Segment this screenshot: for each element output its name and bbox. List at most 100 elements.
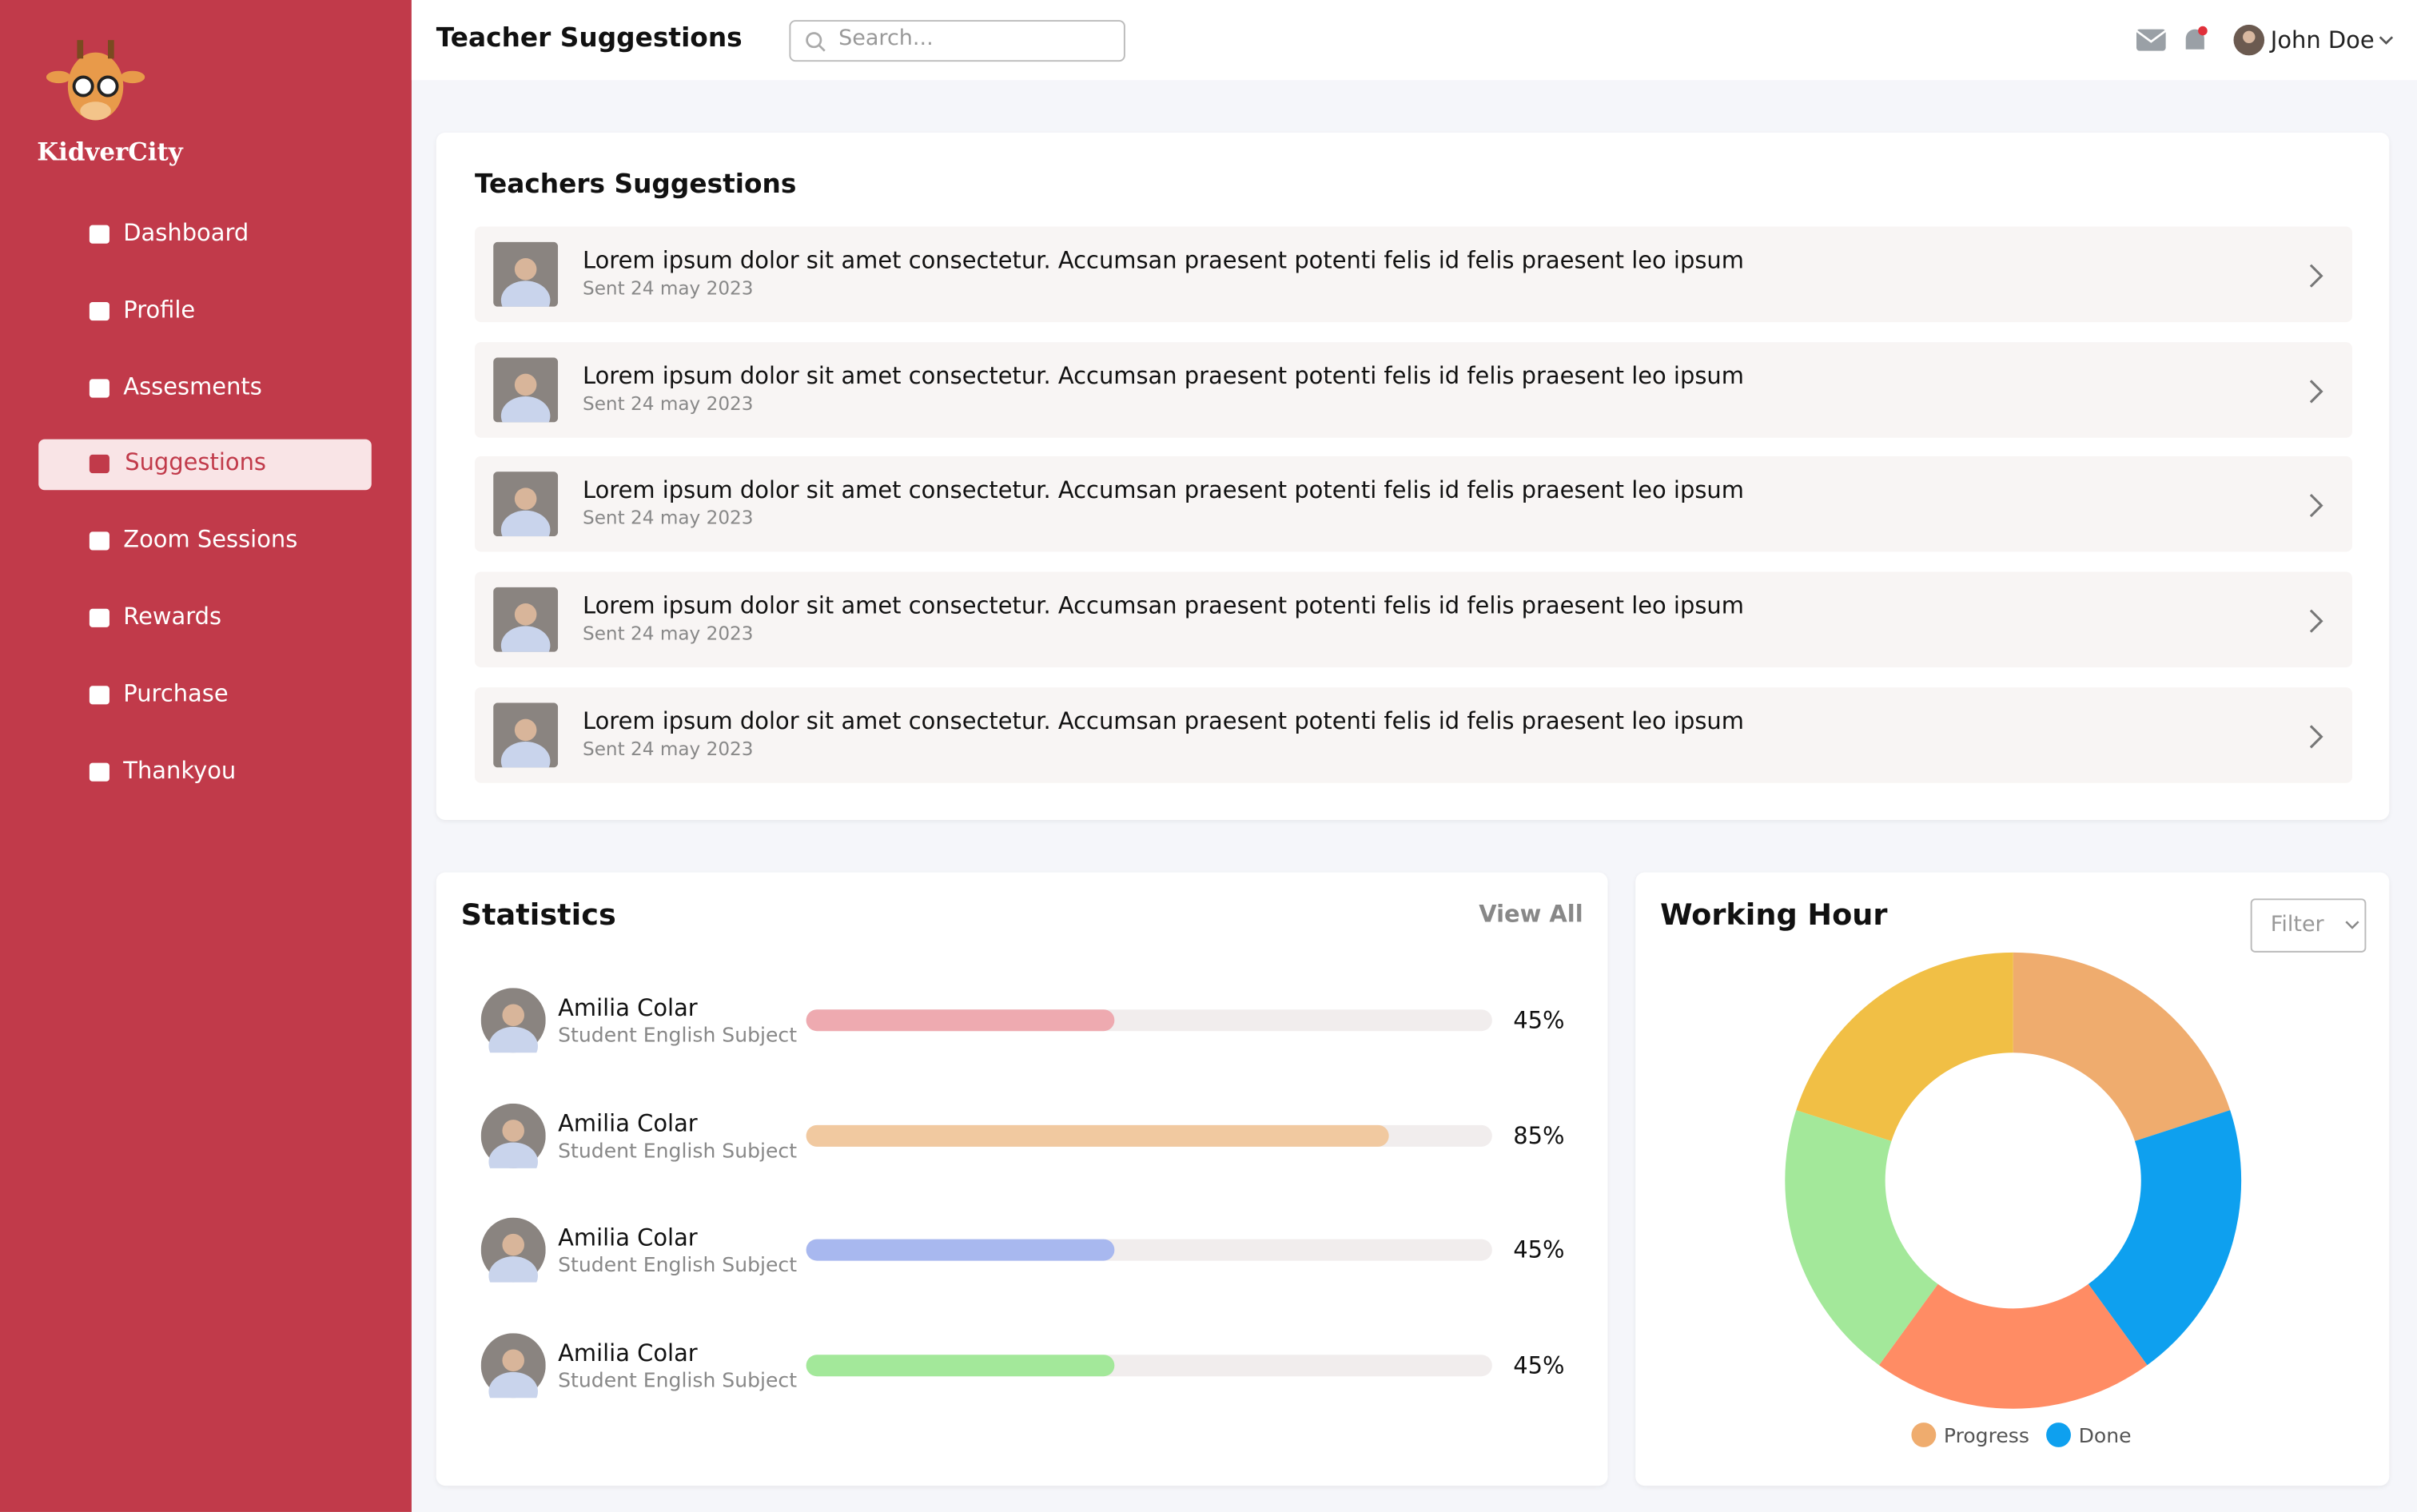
search-placeholder: Search...	[838, 26, 934, 51]
nav-item[interactable]: Zoom Sessions	[123, 526, 298, 554]
chevron-line	[2309, 264, 2323, 288]
student-name: Amilia Colar	[558, 1339, 698, 1367]
suggestion-row[interactable]	[474, 571, 2352, 668]
card-title: Statistics	[460, 898, 616, 933]
avatar	[480, 1218, 546, 1283]
nav-item[interactable]: Suggestions	[125, 448, 267, 477]
sidebar	[0, 0, 412, 1512]
chart-title: Working Hour	[1660, 898, 1888, 933]
avatar-body	[500, 396, 551, 422]
avatar-body	[500, 626, 551, 652]
avatar-body	[500, 511, 551, 537]
suggestion-date: Sent 24 may 2023	[582, 392, 754, 415]
card-title: Teachers Suggestions	[474, 169, 797, 201]
donut-segment	[2013, 952, 2231, 1141]
progress-bar	[806, 1124, 1390, 1147]
student-subject: Student English Subject	[558, 1140, 798, 1164]
suggestion-row[interactable]	[474, 686, 2352, 783]
chevron	[2309, 494, 2323, 518]
avatar	[493, 587, 559, 652]
nav-item[interactable]: Thankyou	[123, 756, 237, 784]
avatar-body	[488, 1372, 538, 1399]
donut-segment	[1878, 1283, 2148, 1409]
mail-icon[interactable]	[2136, 29, 2166, 51]
avatar	[480, 988, 546, 1053]
nav-item[interactable]: Purchase	[123, 679, 229, 707]
avatar	[493, 472, 559, 537]
donut-segment	[1796, 952, 2013, 1141]
avatar-face	[514, 488, 537, 511]
student-name: Amilia Colar	[558, 1224, 698, 1252]
chevron-line	[2309, 724, 2323, 749]
avatar	[493, 356, 559, 422]
filter-dropdown[interactable]: Filter	[2250, 898, 2367, 953]
student-subject: Student English Subject	[558, 1025, 798, 1048]
nav-item[interactable]: Dashboard	[123, 218, 249, 247]
student-name: Amilia Colar	[558, 993, 698, 1022]
avatar-face	[514, 603, 537, 626]
nav-item[interactable]: Profile	[123, 295, 196, 324]
nav-icon	[89, 301, 110, 320]
header	[411, 0, 2417, 81]
progress-bar	[806, 1239, 1115, 1262]
progress-bar	[806, 1355, 1115, 1377]
avatar	[493, 241, 559, 307]
chevron	[2309, 264, 2323, 288]
user-name[interactable]: John Doe	[2270, 26, 2375, 54]
progress-label: 45%	[1513, 1351, 1565, 1380]
suggestion-text: Lorem ipsum dolor sit amet consectetur. …	[582, 706, 1744, 735]
avatar-body	[500, 741, 551, 768]
suggestion-text: Lorem ipsum dolor sit amet consectetur. …	[582, 361, 1744, 390]
suggestion-row[interactable]	[474, 341, 2352, 438]
nav-icon	[89, 685, 110, 704]
suggestion-row[interactable]	[474, 226, 2352, 323]
view-all[interactable]: View All	[1479, 900, 1583, 928]
legend-swatch	[2046, 1422, 2071, 1447]
nav-icon	[89, 455, 110, 474]
search-icon	[806, 32, 826, 52]
page-title: Teacher Suggestions	[436, 22, 743, 54]
logo	[46, 40, 145, 121]
student-subject: Student English Subject	[558, 1255, 798, 1279]
suggestion-date: Sent 24 may 2023	[582, 507, 754, 530]
chevron-line	[2309, 494, 2323, 518]
progress-label: 45%	[1513, 1006, 1565, 1035]
brand: KidverCity	[37, 137, 183, 167]
avatar	[480, 1333, 546, 1399]
filter-label: Filter	[2270, 912, 2324, 937]
nav-icon	[89, 531, 110, 551]
suggestion-date: Sent 24 may 2023	[582, 738, 754, 760]
avatar	[493, 702, 559, 768]
avatar-body	[488, 1026, 538, 1053]
nav-icon	[89, 608, 110, 627]
nav-item[interactable]: Assesments	[123, 372, 262, 400]
suggestion-text: Lorem ipsum dolor sit amet consectetur. …	[582, 476, 1744, 505]
nav-icon	[89, 378, 110, 397]
avatar-face	[502, 1119, 524, 1142]
nav-item[interactable]: Rewards	[123, 603, 222, 631]
donut-chart: Progress Done	[1785, 952, 2242, 1447]
avatar-body	[488, 1256, 538, 1283]
avatar-face	[514, 373, 537, 396]
avatar-face	[514, 718, 537, 741]
avatar	[480, 1103, 546, 1168]
suggestion-text: Lorem ipsum dolor sit amet consectetur. …	[582, 246, 1744, 275]
bell-icon[interactable]	[2185, 29, 2204, 50]
chevron	[2309, 724, 2323, 749]
nav-icon	[89, 762, 110, 782]
suggestion-row[interactable]	[474, 456, 2352, 553]
suggestion-date: Sent 24 may 2023	[582, 277, 754, 300]
statistics-card	[436, 872, 1608, 1486]
legend-label: Done	[2079, 1424, 2132, 1447]
donut-segment	[2088, 1110, 2242, 1366]
progress-label: 85%	[1513, 1121, 1565, 1150]
search-box[interactable]: Search...	[789, 20, 1125, 62]
progress-label: 45%	[1513, 1236, 1565, 1265]
avatar-face	[502, 1349, 524, 1372]
avatar-face	[502, 1234, 524, 1257]
avatar-face	[514, 258, 537, 281]
chevron-line	[2309, 379, 2323, 403]
student-subject: Student English Subject	[558, 1370, 798, 1394]
